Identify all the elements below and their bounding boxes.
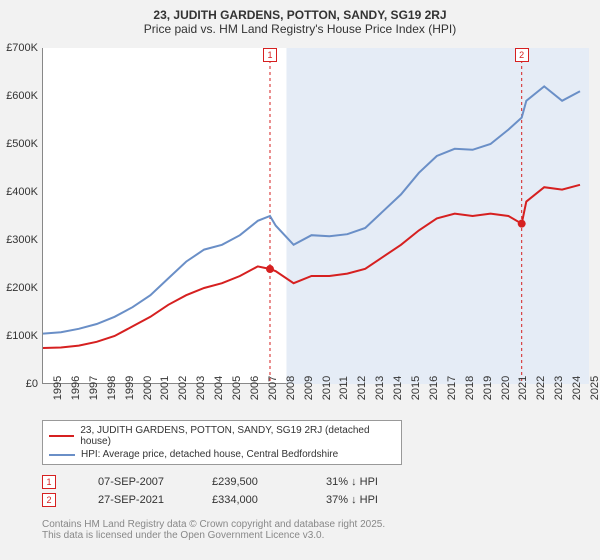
transaction-date: 07-SEP-2007 — [98, 476, 188, 488]
y-axis-label: £100K — [6, 330, 38, 342]
legend-swatch — [49, 435, 74, 437]
transaction-price: £334,000 — [212, 494, 302, 506]
x-axis-label: 2005 — [231, 376, 243, 400]
x-axis-label: 1998 — [106, 376, 118, 400]
x-axis-label: 2013 — [374, 376, 386, 400]
x-axis-label: 2025 — [589, 376, 600, 400]
chart-subtitle: Price paid vs. HM Land Registry's House … — [0, 22, 600, 36]
y-axis-label: £700K — [6, 42, 38, 54]
transaction-price: £239,500 — [212, 476, 302, 488]
transaction-date: 27-SEP-2021 — [98, 494, 188, 506]
plot-region: 12 — [42, 48, 588, 384]
x-axis-label: 2007 — [267, 376, 279, 400]
x-axis-label: 2003 — [195, 376, 207, 400]
transaction-row: 1 07-SEP-2007 £239,500 31% ↓ HPI — [42, 473, 592, 491]
x-axis-label: 1999 — [124, 376, 136, 400]
transaction-table: 1 07-SEP-2007 £239,500 31% ↓ HPI 2 27-SEP-202… — [42, 473, 592, 509]
x-axis-label: 2000 — [142, 376, 154, 400]
transaction-marker: 2 — [515, 48, 529, 62]
footer-line-1: Contains HM Land Registry data © Crown c… — [42, 519, 592, 530]
footer-line-2: This data is licensed under the Open Gov… — [42, 530, 592, 541]
x-axis-label: 2001 — [159, 376, 171, 400]
y-axis-label: £500K — [6, 138, 38, 150]
x-axis-label: 2010 — [321, 376, 333, 400]
chart-area: 12 £0£100K£200K£300K£400K£500K£600K£700K… — [0, 44, 588, 414]
legend: 23, JUDITH GARDENS, POTTON, SANDY, SG19 … — [42, 420, 402, 465]
x-axis-label: 2008 — [285, 376, 297, 400]
x-axis-label: 2016 — [428, 376, 440, 400]
x-axis-label: 2006 — [249, 376, 261, 400]
x-axis-label: 2004 — [213, 376, 225, 400]
transaction-row: 2 27-SEP-2021 £334,000 37% ↓ HPI — [42, 491, 592, 509]
x-axis-label: 2017 — [446, 376, 458, 400]
transaction-delta: 37% ↓ HPI — [326, 494, 416, 506]
y-axis-label: £0 — [26, 378, 38, 390]
legend-item: HPI: Average price, detached house, Cent… — [49, 448, 395, 461]
transaction-delta: 31% ↓ HPI — [326, 476, 416, 488]
x-axis-label: 2020 — [500, 376, 512, 400]
chart-title: 23, JUDITH GARDENS, POTTON, SANDY, SG19 … — [0, 8, 600, 22]
x-axis-label: 1997 — [88, 376, 100, 400]
x-axis-label: 2014 — [392, 376, 404, 400]
y-axis-label: £400K — [6, 186, 38, 198]
x-axis-label: 2012 — [356, 376, 368, 400]
x-axis-label: 2002 — [177, 376, 189, 400]
x-axis-label: 2021 — [517, 376, 529, 400]
y-axis-label: £600K — [6, 90, 38, 102]
legend-swatch — [49, 454, 75, 456]
chart-svg — [43, 48, 588, 383]
y-axis-label: £200K — [6, 282, 38, 294]
x-axis-label: 2024 — [571, 376, 583, 400]
legend-label: 23, JUDITH GARDENS, POTTON, SANDY, SG19 … — [80, 425, 395, 447]
legend-item: 23, JUDITH GARDENS, POTTON, SANDY, SG19 … — [49, 424, 395, 448]
x-axis-label: 2015 — [410, 376, 422, 400]
y-axis-label: £300K — [6, 234, 38, 246]
x-axis-label: 1996 — [70, 376, 82, 400]
legend-label: HPI: Average price, detached house, Cent… — [81, 449, 338, 460]
transaction-number: 1 — [42, 475, 56, 489]
x-axis-label: 1995 — [52, 376, 64, 400]
transaction-number: 2 — [42, 493, 56, 507]
x-axis-label: 2009 — [303, 376, 315, 400]
transaction-marker: 1 — [263, 48, 277, 62]
x-axis-label: 2023 — [553, 376, 565, 400]
x-axis-label: 2011 — [338, 376, 350, 400]
x-axis-label: 2019 — [482, 376, 494, 400]
x-axis-label: 2018 — [464, 376, 476, 400]
footer: Contains HM Land Registry data © Crown c… — [42, 519, 592, 541]
x-axis-label: 2022 — [535, 376, 547, 400]
